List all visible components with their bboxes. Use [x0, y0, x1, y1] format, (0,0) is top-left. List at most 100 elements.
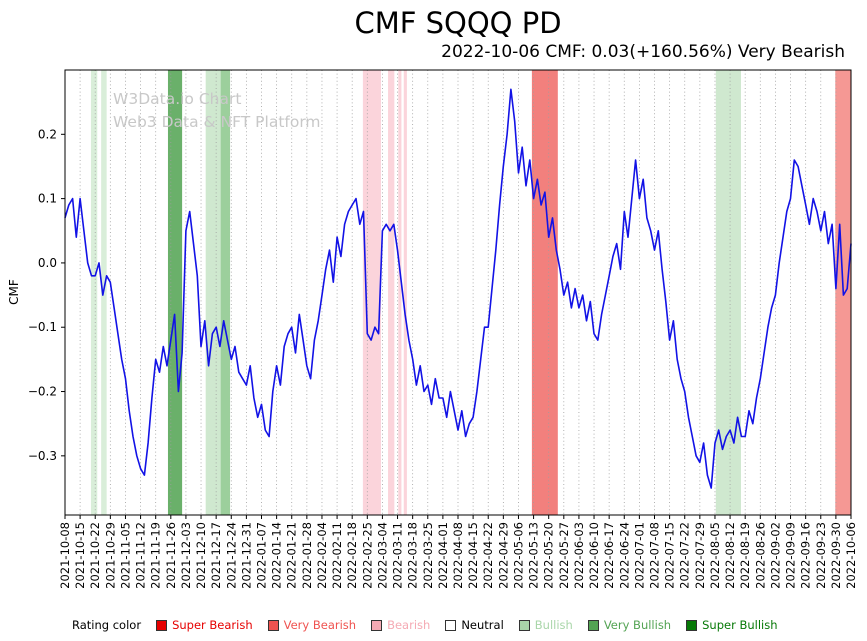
x-tick-label: 2022-08-19: [738, 522, 752, 589]
legend-label: Neutral: [461, 618, 504, 632]
legend-swatch: [518, 619, 530, 631]
x-tick-label: 2022-08-26: [753, 522, 767, 589]
legend-swatch: [371, 619, 383, 631]
legend-label: Bearish: [387, 618, 431, 632]
x-tick-label: 2022-08-05: [708, 522, 722, 589]
legend-item-super-bearish: Super Bearish: [156, 618, 253, 632]
x-tick-label: 2022-07-08: [648, 522, 662, 589]
x-tick-label: 2022-09-02: [768, 522, 782, 589]
legend-label: Bullish: [534, 618, 573, 632]
chart-title: CMF SQQQ PD: [354, 6, 562, 40]
x-tick-label: 2022-07-15: [663, 522, 677, 589]
x-tick-label: 2022-04-15: [466, 522, 480, 589]
x-tick-label: 2022-09-16: [799, 522, 813, 589]
y-axis-label: CMF: [7, 279, 21, 305]
x-tick-label: 2022-02-18: [345, 522, 359, 589]
legend-item-very-bullish: Very Bullish: [587, 618, 672, 632]
x-tick-label: 2021-10-08: [58, 522, 72, 589]
chart-subtitle: 2022-10-06 CMF: 0.03(+160.56%) Very Bear…: [441, 42, 845, 62]
watermark-line-1: W3Data.io Chart: [113, 90, 242, 108]
x-tick-label: 2021-11-26: [164, 522, 178, 589]
watermark: W3Data.io Chart Web3 Data & NFT Platform: [113, 88, 321, 134]
watermark-line-2: Web3 Data & NFT Platform: [113, 113, 321, 131]
x-tick-label: 2022-07-01: [632, 522, 646, 589]
rating-band-very-bearish: [531, 70, 558, 515]
rating-band-very-bullish: [167, 70, 183, 515]
x-tick-label: 2022-04-22: [481, 522, 495, 589]
x-tick-label: 2022-09-09: [784, 522, 798, 589]
x-tick-label: 2022-07-22: [678, 522, 692, 589]
y-tick-label: −0.1: [28, 320, 57, 334]
legend-label: Very Bullish: [603, 618, 672, 632]
cmf-line: [64, 88, 852, 489]
rating-band-bearish: [388, 70, 395, 515]
x-tick-label: 2022-03-04: [375, 522, 389, 589]
legend-swatch: [156, 619, 168, 631]
x-tick-label: 2021-10-29: [103, 522, 117, 589]
x-tick-label: 2021-11-05: [118, 522, 132, 589]
legend-item-super-bullish: Super Bullish: [686, 618, 778, 632]
legend-label: Super Bearish: [172, 618, 253, 632]
legend-item-neutral: Neutral: [445, 618, 504, 632]
legend-swatch: [445, 619, 457, 631]
x-tick-label: 2022-06-10: [587, 522, 601, 589]
x-tick-label: 2022-09-30: [829, 522, 843, 589]
legend-label: Very Bearish: [283, 618, 357, 632]
y-tick-label: 0.0: [38, 256, 57, 270]
x-tick-label: 2022-02-25: [360, 522, 374, 589]
x-tick-label: 2022-01-07: [255, 522, 269, 589]
legend-label: Super Bullish: [702, 618, 778, 632]
x-tick-label: 2022-02-11: [330, 522, 344, 589]
x-tick-label: 2022-01-14: [270, 522, 284, 589]
x-tick-label: 2021-12-10: [194, 522, 208, 589]
x-tick-label: 2022-01-21: [285, 522, 299, 589]
rating-band-very-bullish: [220, 70, 231, 515]
x-tick-label: 2021-11-12: [134, 522, 148, 589]
x-tick-label: 2021-12-03: [179, 522, 193, 589]
x-tick-label: 2022-05-13: [527, 522, 541, 589]
x-tick-label: 2022-05-20: [542, 522, 556, 589]
x-tick-label: 2022-04-08: [451, 522, 465, 589]
x-tick-label: 2022-09-23: [814, 522, 828, 589]
x-tick-label: 2022-06-24: [617, 522, 631, 589]
x-tick-label: 2022-02-04: [315, 522, 329, 589]
y-tick-label: 0.2: [38, 127, 57, 141]
x-tick-label: 2022-01-28: [300, 522, 314, 589]
x-tick-label: 2021-12-17: [209, 522, 223, 589]
x-tick-label: 2022-05-27: [557, 522, 571, 589]
x-tick-label: 2021-10-22: [88, 522, 102, 589]
legend-swatch: [267, 619, 279, 631]
x-tick-label: 2022-04-29: [496, 522, 510, 589]
x-tick-label: 2022-03-11: [391, 522, 405, 589]
x-tick-label: 2021-11-19: [149, 522, 163, 589]
legend-item-very-bearish: Very Bearish: [267, 618, 357, 632]
x-tick-label: 2022-08-12: [723, 522, 737, 589]
legend-swatch: [587, 619, 599, 631]
x-tick-label: 2022-06-03: [572, 522, 586, 589]
x-tick-label: 2022-03-18: [406, 522, 420, 589]
x-tick-label: 2021-12-31: [239, 522, 253, 589]
rating-band-bearish: [362, 70, 381, 515]
y-tick-label: −0.3: [28, 449, 57, 463]
rating-band-bearish: [403, 70, 407, 515]
x-tick-label: 2022-10-06: [844, 522, 858, 589]
rating-legend: Rating color Super Bearish Very Bearish Be…: [72, 612, 862, 638]
legend-item-bearish: Bearish: [371, 618, 430, 632]
x-tick-label: 2021-12-24: [224, 522, 238, 589]
rating-band-bearish: [398, 70, 402, 515]
legend-title: Rating color: [72, 618, 142, 632]
x-tick-label: 2022-07-29: [693, 522, 707, 589]
x-tick-label: 2022-04-01: [436, 522, 450, 589]
x-tick-label: 2022-06-17: [602, 522, 616, 589]
y-tick-label: 0.1: [38, 192, 57, 206]
legend-item-bullish: Bullish: [518, 618, 573, 632]
rating-band-bullish: [715, 70, 741, 515]
rating-band-bullish: [205, 70, 221, 515]
rating-band-bullish: [90, 70, 98, 515]
legend-swatch: [686, 619, 698, 631]
x-tick-label: 2022-05-06: [511, 522, 525, 589]
x-tick-label: 2021-10-15: [73, 522, 87, 589]
y-tick-label: −0.2: [28, 385, 57, 399]
